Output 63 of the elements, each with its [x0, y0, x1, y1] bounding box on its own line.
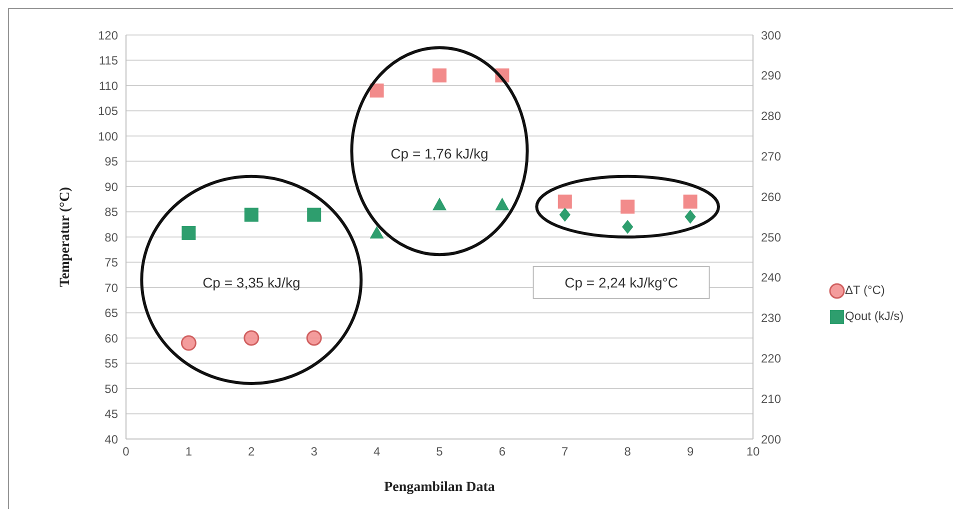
point [370, 84, 384, 98]
legend-label: Qout (kJ/s) [845, 309, 904, 323]
y-tick-label: 75 [104, 256, 118, 270]
point [244, 330, 260, 346]
point [620, 200, 635, 214]
y-tick-label: 110 [98, 78, 118, 93]
y2-tick-label: 290 [761, 68, 782, 83]
annotation: Cp = 1,76 kJ/kg [390, 146, 488, 162]
x-tick-label: 5 [436, 444, 444, 459]
point [306, 330, 322, 346]
x-tick-label: 9 [686, 444, 694, 459]
y-tick-label: 45 [104, 407, 118, 422]
x-tick-label: 3 [310, 444, 318, 459]
point [622, 220, 634, 234]
y-tick-label: 50 [104, 382, 118, 396]
point [244, 208, 258, 222]
point [683, 194, 698, 209]
y2-tick-label: 230 [761, 311, 782, 326]
x-tick-label: 8 [624, 444, 632, 459]
x-axis-title: Pengambilan Data [384, 480, 495, 495]
point [182, 226, 196, 240]
y2-tick-label: 300 [761, 28, 782, 42]
point [558, 194, 572, 209]
y2-tick-label: 240 [761, 270, 782, 285]
y2-tick-label: 200 [761, 432, 782, 446]
x-tick-label: 7 [562, 444, 569, 459]
point [370, 226, 384, 239]
y2-tick-label: 220 [761, 351, 782, 366]
point [307, 208, 322, 222]
y-tick-label: 105 [98, 104, 118, 118]
y-tick-label: 100 [98, 129, 118, 144]
point [432, 198, 446, 210]
y2-tick-label: 270 [761, 149, 782, 164]
legend-label: ΔT (°C) [845, 283, 885, 297]
x-tick-label: 6 [498, 444, 506, 459]
y-tick-label: 120 [98, 28, 118, 42]
y-tick-label: 85 [104, 205, 118, 220]
y-tick-label: 40 [104, 432, 118, 446]
y-tick-label: 65 [104, 306, 118, 320]
point [495, 198, 510, 210]
y2-tick-label: 280 [761, 109, 782, 124]
y-tick-label: 55 [104, 356, 118, 371]
point [180, 335, 196, 351]
x-tick-label: 0 [122, 444, 130, 459]
point [432, 68, 446, 82]
annotation: Cp = 2,24 kJ/kg°C [564, 274, 678, 290]
y2-tick-label: 250 [761, 230, 782, 244]
x-tick-label: 4 [373, 444, 380, 459]
x-tick-label: 2 [248, 444, 256, 459]
y-tick-label: 95 [104, 154, 118, 169]
y-axis-title: Temperatur (°C) [58, 186, 73, 288]
x-tick-label: 1 [185, 444, 192, 459]
y2-tick-label: 260 [761, 190, 782, 204]
y-tick-label: 70 [104, 280, 118, 295]
annotation: Cp = 3,35 kJ/kg [202, 274, 300, 290]
y-tick-label: 90 [104, 180, 118, 194]
point [684, 210, 696, 224]
point [559, 208, 570, 222]
y-tick-label: 80 [104, 230, 118, 244]
y-tick-label: 115 [98, 54, 118, 68]
x-tick-label: 10 [746, 444, 760, 459]
y2-tick-label: 210 [761, 392, 782, 406]
y-tick-label: 60 [104, 331, 118, 346]
